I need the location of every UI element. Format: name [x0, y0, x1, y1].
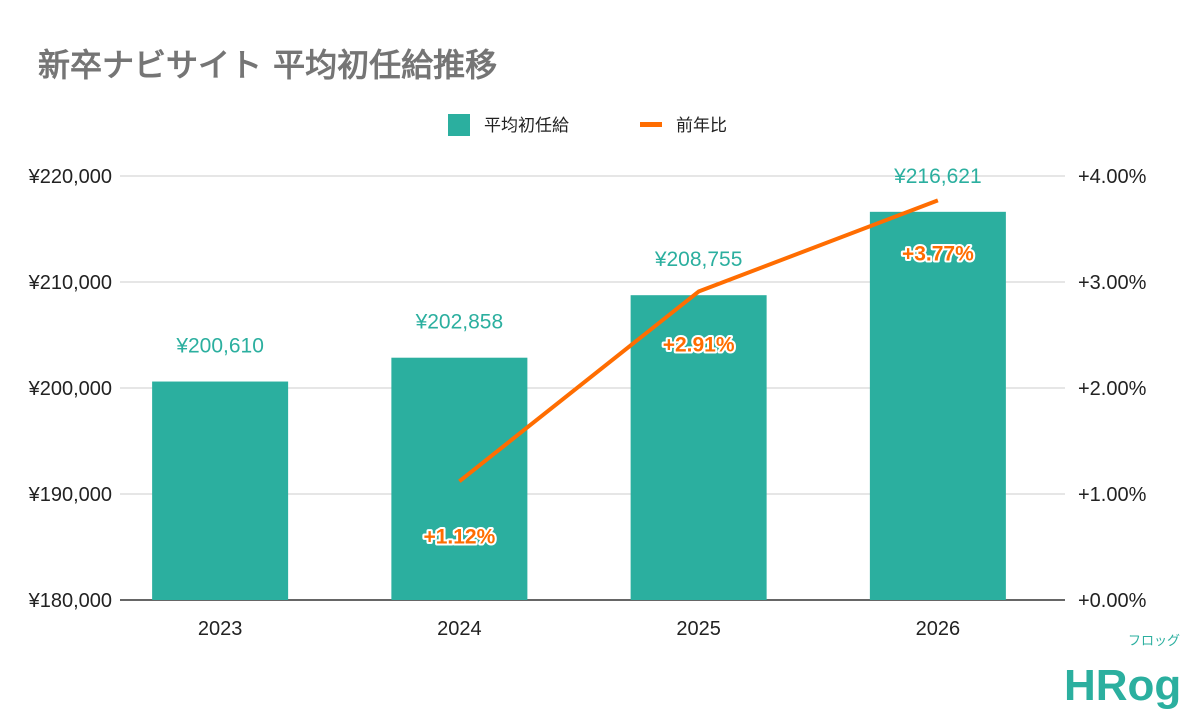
bar-value-label: ¥202,858: [415, 311, 504, 334]
x-tick: 2026: [916, 618, 961, 640]
y-right-tick: +1.00%: [1078, 484, 1147, 506]
x-tick: 2025: [676, 618, 721, 640]
bar-value-label: ¥216,621: [893, 165, 982, 188]
legend: 平均初任給 前年比: [448, 114, 727, 136]
y-left-tick: ¥210,000: [28, 272, 112, 294]
bar-2025: [630, 295, 767, 600]
legend-swatch-line: [640, 122, 662, 127]
y-right-tick: +2.00%: [1078, 378, 1147, 400]
x-tick: 2023: [198, 618, 243, 640]
y-left-tick: ¥200,000: [28, 378, 112, 400]
y-left-tick: ¥220,000: [28, 166, 112, 188]
y-right-tick: +0.00%: [1078, 590, 1147, 612]
bar-value-label: ¥208,755: [654, 248, 743, 271]
legend-label-bar: 平均初任給: [484, 116, 569, 136]
bar-2026: [869, 211, 1006, 601]
y-left-tick: ¥190,000: [28, 484, 112, 506]
logo-kana: フロッグ: [1128, 634, 1180, 649]
yoy-label: +3.77%: [902, 242, 974, 265]
y-right-tick: +3.00%: [1078, 272, 1147, 294]
chart-title: 新卒ナビサイト 平均初任給推移: [38, 46, 497, 84]
legend-label-line: 前年比: [676, 116, 727, 136]
bar-2023: [152, 381, 289, 600]
bar-value-label: ¥200,610: [175, 335, 264, 358]
y-right-tick: +4.00%: [1078, 166, 1147, 188]
hrog-logo: HRog フロッグ: [1064, 634, 1181, 710]
legend-swatch-bar: [448, 114, 470, 136]
x-tick: 2024: [437, 618, 482, 640]
logo-text: HRog: [1064, 661, 1181, 710]
y-left-tick: ¥180,000: [28, 590, 112, 612]
yoy-label: +2.91%: [663, 334, 735, 357]
yoy-label: +1.12%: [423, 525, 495, 548]
